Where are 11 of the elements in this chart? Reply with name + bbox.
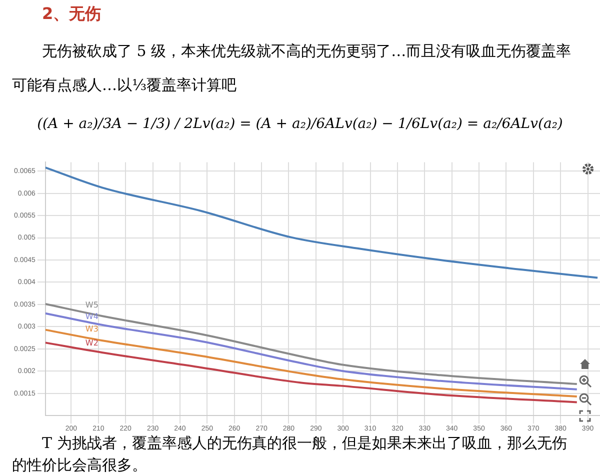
series-label: W3	[85, 324, 98, 334]
chart-title: 2、无伤	[42, 4, 102, 25]
text: ((A + a₂)/3A − 1/3) / 2Lv(a₂) = (A + a₂)/6ALv(a₂) − 1/6Lv(a₂) = a₂/6ALv(a₂)	[36, 116, 564, 132]
text: T 为挑战者，覆盖率感人的无伤真的很一般，但是如果未来出了吸血，那么无伤的性价比会高很多。	[12, 433, 568, 474]
series-label: W4	[85, 312, 98, 322]
line-series	[45, 312, 578, 390]
series-label: W5	[85, 300, 98, 310]
text: 无伤被砍成了 5 级，本来优先级就不高的无伤更弱了…而且没有吸血无伤覆盖率可能有点感人…以⅓覆盖率计算吧	[12, 41, 572, 96]
line-series	[45, 303, 578, 386]
series-label: W2	[85, 338, 98, 348]
line-series	[45, 342, 578, 404]
